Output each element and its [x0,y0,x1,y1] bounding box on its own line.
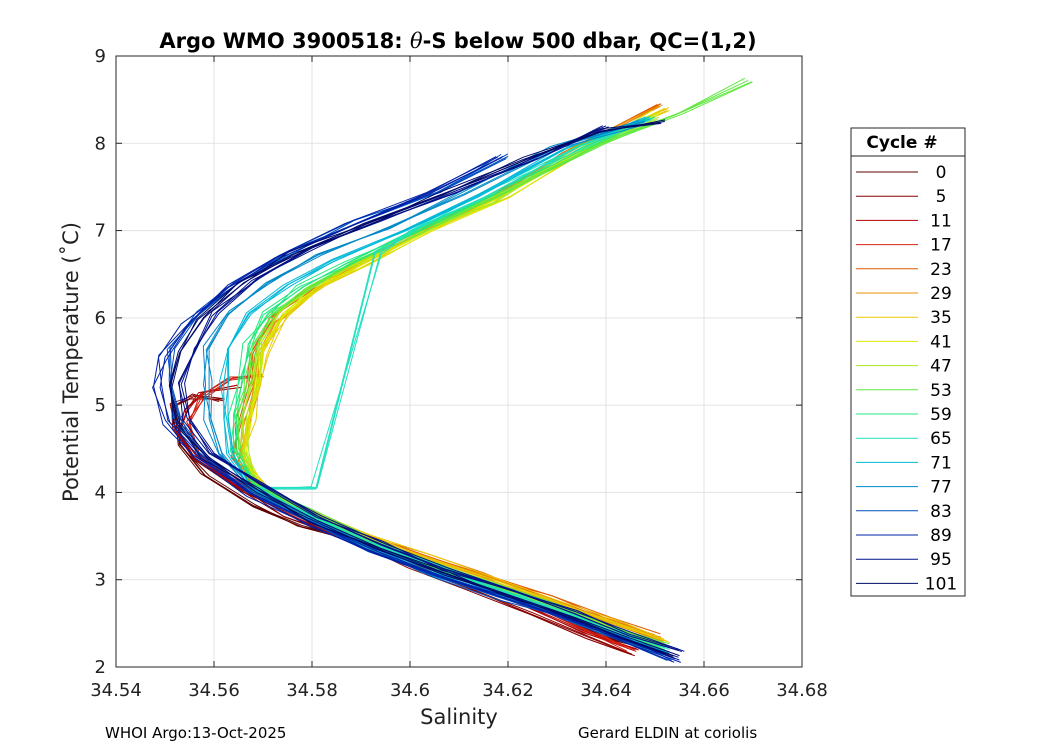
y-tick-label: 9 [95,46,106,67]
chart-title-theta: θ [410,29,423,53]
x-axis-ticks: 34.54 34.56 34.58 34.6 34.62 34.64 34.66 34.68 [90,56,828,701]
legend-entry: 83 [856,502,952,522]
x-axis-label: Salinity [420,705,498,729]
x-tick-label: 34.58 [286,680,338,701]
legend-label: 41 [930,332,952,352]
legend-entry: 35 [856,308,952,328]
chart-title-part-2: -S below 500 dbar, QC=(1,2) [423,29,757,53]
legend-label: 0 [936,163,947,183]
series-101 [168,119,680,658]
legend-entry: 95 [856,550,952,570]
legend-label: 29 [930,284,952,304]
legend-label: 101 [925,574,957,594]
legend-entry: 59 [856,405,952,425]
legend-entry: 17 [856,236,952,256]
legend-label: 59 [930,405,952,425]
legend-entry: 0 [856,163,946,183]
series-line [257,116,670,651]
legend-label: 77 [930,478,952,498]
legend-entry: 101 [856,574,957,594]
chart-title: Argo WMO 3900518: θ-S below 500 dbar, QC… [159,29,756,53]
legend-entry: 89 [856,526,952,546]
legend-label: 89 [930,526,952,546]
legend-label: 11 [930,211,952,231]
legend-label: 71 [930,453,952,473]
legend-entry: 77 [856,478,952,498]
y-tick-label: 8 [95,133,106,154]
x-tick-label: 34.56 [188,680,240,701]
series-layer [152,77,753,663]
y-axis-label: Potential Temperature (˚C) [59,222,83,502]
legend-label: 83 [930,502,952,522]
x-tick-label: 34.68 [776,680,828,701]
legend-label: 17 [930,236,952,256]
x-tick-label: 34.64 [580,680,632,701]
legend-label: 35 [930,308,952,328]
legend-items: 0 5 11 17 23 29 35 41 47 53 59 65 71 77 83 89 95 101 [856,163,957,594]
legend-label: 53 [930,381,952,401]
legend-entry: 71 [856,453,952,473]
y-tick-label: 3 [95,570,106,591]
legend-entry: 11 [856,211,952,231]
x-tick-label: 34.62 [482,680,534,701]
x-tick-label: 34.66 [678,680,730,701]
x-tick-label: 34.6 [390,680,430,701]
legend-entry: 47 [856,357,952,377]
legend-label: 47 [930,357,952,377]
y-tick-label: 6 [95,308,106,329]
chart-title-part-1: Argo WMO 3900518: [159,29,410,53]
footer-credit-date: WHOI Argo:13-Oct-2025 [105,724,287,742]
legend-label: 23 [930,260,952,280]
plot-frame [115,55,803,668]
y-tick-label: 5 [95,395,106,416]
y-tick-label: 4 [95,482,106,503]
legend-entry: 53 [856,381,952,401]
footer-operator: Gerard ELDIN at coriolis [578,724,758,742]
legend: Cycle # 0 5 11 17 23 29 35 41 47 53 59 65 71 77 83 89 95… [850,127,966,597]
series-line-repeat [169,394,635,657]
x-tick-label: 34.54 [90,680,142,701]
legend-label: 5 [936,187,947,207]
legend-entry: 29 [856,284,952,304]
y-tick-label: 7 [95,221,106,242]
y-tick-label: 2 [95,657,106,678]
legend-box [850,127,966,597]
legend-entry: 65 [856,429,952,449]
legend-label: 95 [930,550,952,570]
legend-entry: 5 [856,187,946,207]
legend-title: Cycle # [866,133,937,153]
legend-entry: 41 [856,332,952,352]
legend-entry: 23 [856,260,952,280]
series-line-repeat [168,122,679,658]
series-line-repeat [168,122,674,658]
series-line-repeat [229,117,661,652]
legend-label: 65 [930,429,952,449]
series-line-repeat [177,125,683,653]
y-axis-ticks: 2 3 4 5 6 7 8 9 [95,46,802,678]
